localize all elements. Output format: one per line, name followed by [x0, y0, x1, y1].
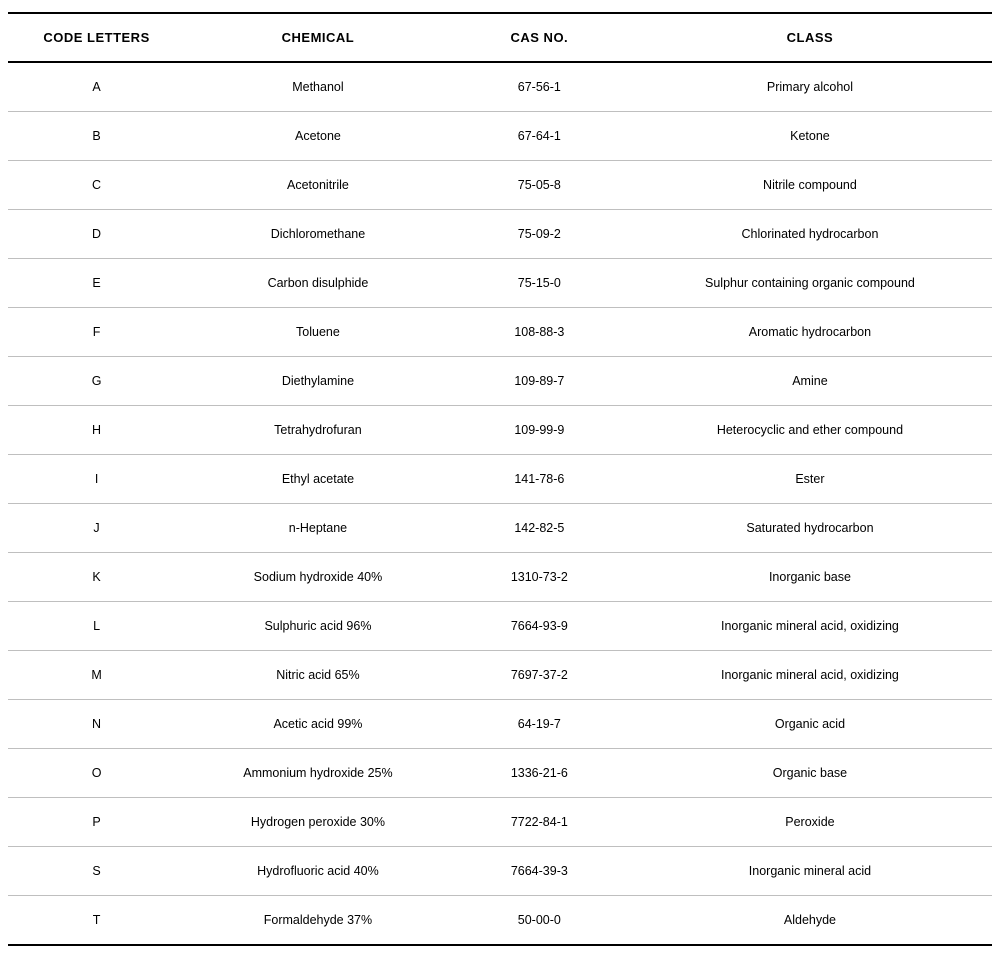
cell-chem: Acetic acid 99% [185, 700, 451, 749]
cell-class: Inorganic mineral acid, oxidizing [628, 651, 992, 700]
cell-class: Saturated hydrocarbon [628, 504, 992, 553]
cell-chem: Sulphuric acid 96% [185, 602, 451, 651]
cell-chem: Methanol [185, 62, 451, 112]
cell-cas: 1310-73-2 [451, 553, 628, 602]
cell-class: Chlorinated hydrocarbon [628, 210, 992, 259]
table-row: DDichloromethane75-09-2Chlorinated hydro… [8, 210, 992, 259]
cell-class: Ester [628, 455, 992, 504]
cell-cas: 50-00-0 [451, 896, 628, 946]
table-row: FToluene108-88-3Aromatic hydrocarbon [8, 308, 992, 357]
cell-code: J [8, 504, 185, 553]
cell-class: Sulphur containing organic compound [628, 259, 992, 308]
cell-class: Heterocyclic and ether compound [628, 406, 992, 455]
cell-chem: Sodium hydroxide 40% [185, 553, 451, 602]
cell-chem: Ethyl acetate [185, 455, 451, 504]
table-row: SHydrofluoric acid 40%7664-39-3Inorganic… [8, 847, 992, 896]
table-row: HTetrahydrofuran109-99-9Heterocyclic and… [8, 406, 992, 455]
table-row: CAcetonitrile75-05-8Nitrile compound [8, 161, 992, 210]
cell-cas: 64-19-7 [451, 700, 628, 749]
cell-code: P [8, 798, 185, 847]
cell-code: C [8, 161, 185, 210]
cell-chem: Formaldehyde 37% [185, 896, 451, 946]
cell-code: I [8, 455, 185, 504]
cell-code: O [8, 749, 185, 798]
cell-cas: 75-15-0 [451, 259, 628, 308]
cell-cas: 109-89-7 [451, 357, 628, 406]
cell-code: A [8, 62, 185, 112]
cell-cas: 7722-84-1 [451, 798, 628, 847]
cell-cas: 142-82-5 [451, 504, 628, 553]
table-body: AMethanol67-56-1Primary alcoholBAcetone6… [8, 62, 992, 945]
cell-code: M [8, 651, 185, 700]
cell-cas: 67-56-1 [451, 62, 628, 112]
cell-code: E [8, 259, 185, 308]
table-row: ECarbon disulphide75-15-0Sulphur contain… [8, 259, 992, 308]
cell-chem: Nitric acid 65% [185, 651, 451, 700]
cell-code: K [8, 553, 185, 602]
col-header-code: CODE LETTERS [8, 13, 185, 62]
cell-chem: Carbon disulphide [185, 259, 451, 308]
cell-chem: Ammonium hydroxide 25% [185, 749, 451, 798]
cell-cas: 75-05-8 [451, 161, 628, 210]
table-row: AMethanol67-56-1Primary alcohol [8, 62, 992, 112]
cell-code: D [8, 210, 185, 259]
cell-class: Inorganic mineral acid [628, 847, 992, 896]
table-header-row: CODE LETTERS CHEMICAL CAS NO. CLASS [8, 13, 992, 62]
cell-cas: 1336-21-6 [451, 749, 628, 798]
cell-code: N [8, 700, 185, 749]
col-header-class: CLASS [628, 13, 992, 62]
cell-chem: Acetonitrile [185, 161, 451, 210]
cell-cas: 67-64-1 [451, 112, 628, 161]
table-row: MNitric acid 65%7697-37-2Inorganic miner… [8, 651, 992, 700]
table-row: IEthyl acetate141-78-6Ester [8, 455, 992, 504]
cell-cas: 109-99-9 [451, 406, 628, 455]
cell-class: Inorganic mineral acid, oxidizing [628, 602, 992, 651]
table-row: NAcetic acid 99%64-19-7Organic acid [8, 700, 992, 749]
cell-code: B [8, 112, 185, 161]
cell-class: Primary alcohol [628, 62, 992, 112]
cell-code: L [8, 602, 185, 651]
cell-code: G [8, 357, 185, 406]
col-header-cas: CAS NO. [451, 13, 628, 62]
table-row: LSulphuric acid 96%7664-93-9Inorganic mi… [8, 602, 992, 651]
cell-cas: 75-09-2 [451, 210, 628, 259]
cell-chem: Acetone [185, 112, 451, 161]
cell-class: Inorganic base [628, 553, 992, 602]
cell-code: T [8, 896, 185, 946]
col-header-chem: CHEMICAL [185, 13, 451, 62]
cell-class: Ketone [628, 112, 992, 161]
cell-class: Amine [628, 357, 992, 406]
cell-chem: Toluene [185, 308, 451, 357]
cell-class: Nitrile compound [628, 161, 992, 210]
cell-chem: n-Heptane [185, 504, 451, 553]
table-row: Jn-Heptane142-82-5Saturated hydrocarbon [8, 504, 992, 553]
cell-code: F [8, 308, 185, 357]
table-row: GDiethylamine109-89-7Amine [8, 357, 992, 406]
cell-cas: 141-78-6 [451, 455, 628, 504]
table-row: KSodium hydroxide 40%1310-73-2Inorganic … [8, 553, 992, 602]
table-row: TFormaldehyde 37%50-00-0Aldehyde [8, 896, 992, 946]
cell-class: Organic base [628, 749, 992, 798]
chemicals-table: CODE LETTERS CHEMICAL CAS NO. CLASS AMet… [8, 12, 992, 946]
cell-cas: 108-88-3 [451, 308, 628, 357]
cell-class: Organic acid [628, 700, 992, 749]
cell-class: Aldehyde [628, 896, 992, 946]
cell-class: Peroxide [628, 798, 992, 847]
cell-class: Aromatic hydrocarbon [628, 308, 992, 357]
cell-cas: 7664-93-9 [451, 602, 628, 651]
cell-chem: Tetrahydrofuran [185, 406, 451, 455]
cell-chem: Dichloromethane [185, 210, 451, 259]
cell-chem: Hydrofluoric acid 40% [185, 847, 451, 896]
table-row: PHydrogen peroxide 30%7722-84-1Peroxide [8, 798, 992, 847]
cell-cas: 7697-37-2 [451, 651, 628, 700]
cell-code: S [8, 847, 185, 896]
table-row: BAcetone67-64-1Ketone [8, 112, 992, 161]
cell-chem: Diethylamine [185, 357, 451, 406]
cell-chem: Hydrogen peroxide 30% [185, 798, 451, 847]
cell-cas: 7664-39-3 [451, 847, 628, 896]
table-row: OAmmonium hydroxide 25%1336-21-6Organic … [8, 749, 992, 798]
cell-code: H [8, 406, 185, 455]
